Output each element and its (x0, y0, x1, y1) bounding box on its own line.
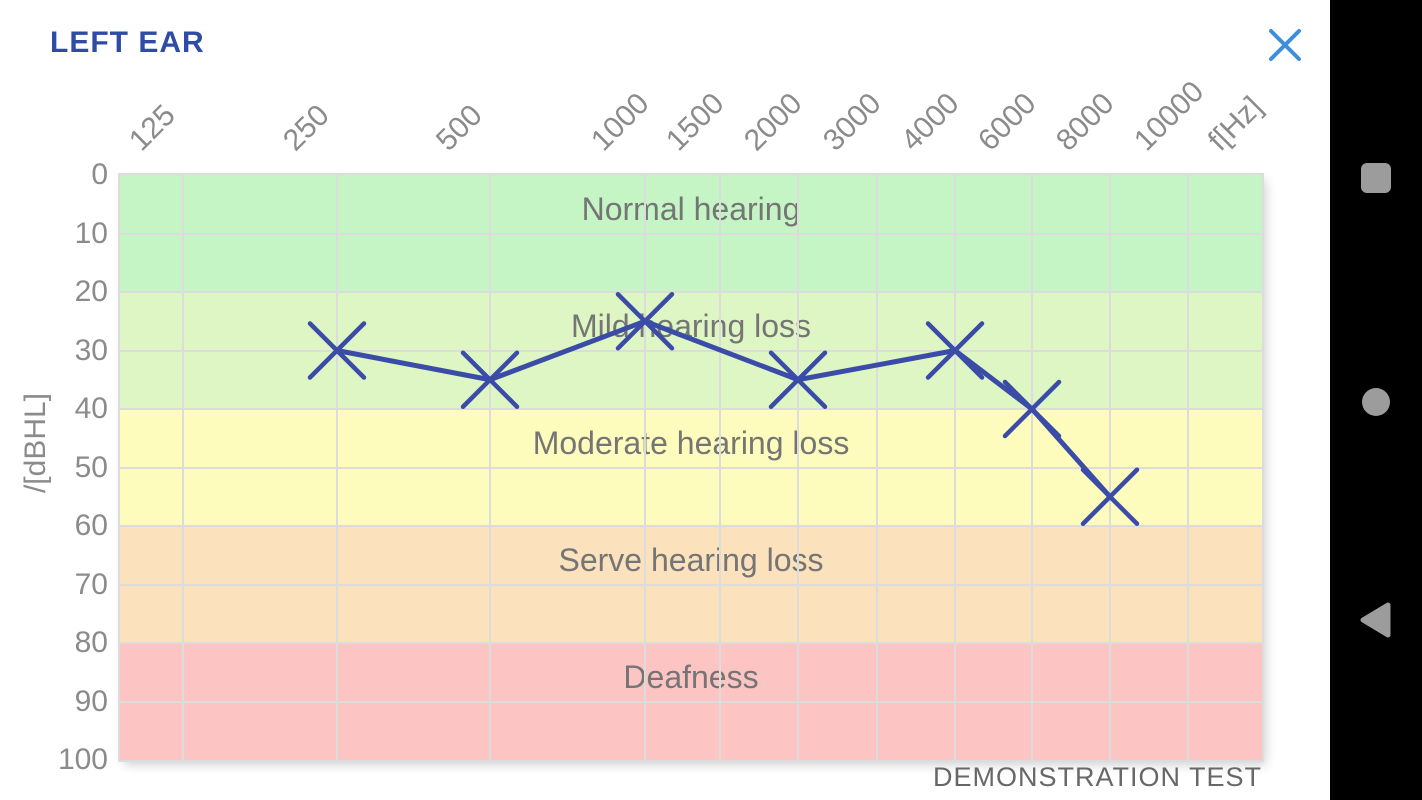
band-label: Serve hearing loss (558, 542, 824, 578)
x-tick-label: 10000 (1127, 74, 1211, 158)
y-tick-label: 90 (74, 684, 108, 718)
band-label: Moderate hearing loss (532, 425, 850, 461)
x-marker (615, 292, 675, 351)
plot-area: Normal hearing Mild hearing loss Moderate … (120, 175, 1262, 760)
x-tick-label: 1000 (584, 86, 656, 158)
horizontal-grid-line (120, 525, 1262, 527)
horizontal-grid-line (120, 700, 1262, 703)
x-marker (460, 350, 520, 409)
home-button[interactable] (1330, 370, 1422, 434)
y-tick-label: 100 (57, 743, 108, 776)
x-tick-label: 2000 (737, 86, 809, 158)
x-marker (1080, 467, 1140, 526)
x-marker (925, 321, 985, 380)
x-marker (768, 350, 828, 409)
threshold-line-series (307, 292, 1140, 526)
back-button[interactable] (1330, 588, 1422, 652)
android-navigation-bar (1330, 0, 1422, 800)
threshold-polyline (334, 318, 1113, 500)
x-tick-label: 4000 (894, 86, 966, 158)
recents-square-icon (1361, 163, 1391, 193)
band-label: Normal hearing (581, 191, 801, 227)
x-tick-label: 6000 (971, 86, 1043, 158)
horizontal-grid-line (120, 349, 1262, 352)
horizontal-grid-line (120, 466, 1262, 469)
x-marker (1002, 379, 1062, 439)
y-tick-label: 10 (74, 216, 108, 250)
x-tick-label: 3000 (816, 86, 888, 158)
horizontal-grid-line (120, 583, 1262, 586)
y-tick-label: 30 (74, 333, 108, 367)
y-tick-label: 50 (74, 450, 108, 484)
x-tick-label: 250 (276, 98, 336, 158)
y-tick-label: 70 (74, 567, 108, 601)
x-tick-label: 500 (429, 98, 489, 158)
y-tick-label: 40 (74, 392, 108, 425)
close-icon (1269, 29, 1301, 61)
x-tick-label: 8000 (1049, 86, 1121, 158)
y-tick-label: 20 (74, 275, 108, 308)
page-title: LEFT EAR (50, 26, 205, 59)
recents-button[interactable] (1330, 146, 1422, 210)
back-triangle-icon (1360, 602, 1391, 638)
demonstration-test-label: DEMONSTRATION TEST (932, 762, 1262, 792)
horizontal-grid-line (120, 232, 1262, 235)
close-button[interactable] (1266, 26, 1304, 64)
y-tick-label: 60 (74, 509, 108, 542)
horizontal-grid-line (120, 642, 1262, 644)
horizontal-grid-line (120, 408, 1262, 410)
home-circle-icon (1362, 388, 1390, 416)
x-marker (307, 321, 367, 380)
x-tick-label: f[Hz] (1201, 90, 1269, 158)
y-tick-label: 80 (74, 626, 108, 659)
y-tick-label: 0 (91, 158, 108, 191)
x-tick-label: 125 (122, 98, 182, 158)
horizontal-grid-line (120, 291, 1262, 293)
x-tick-label: 1500 (659, 86, 731, 158)
grid-lines (120, 175, 1262, 760)
